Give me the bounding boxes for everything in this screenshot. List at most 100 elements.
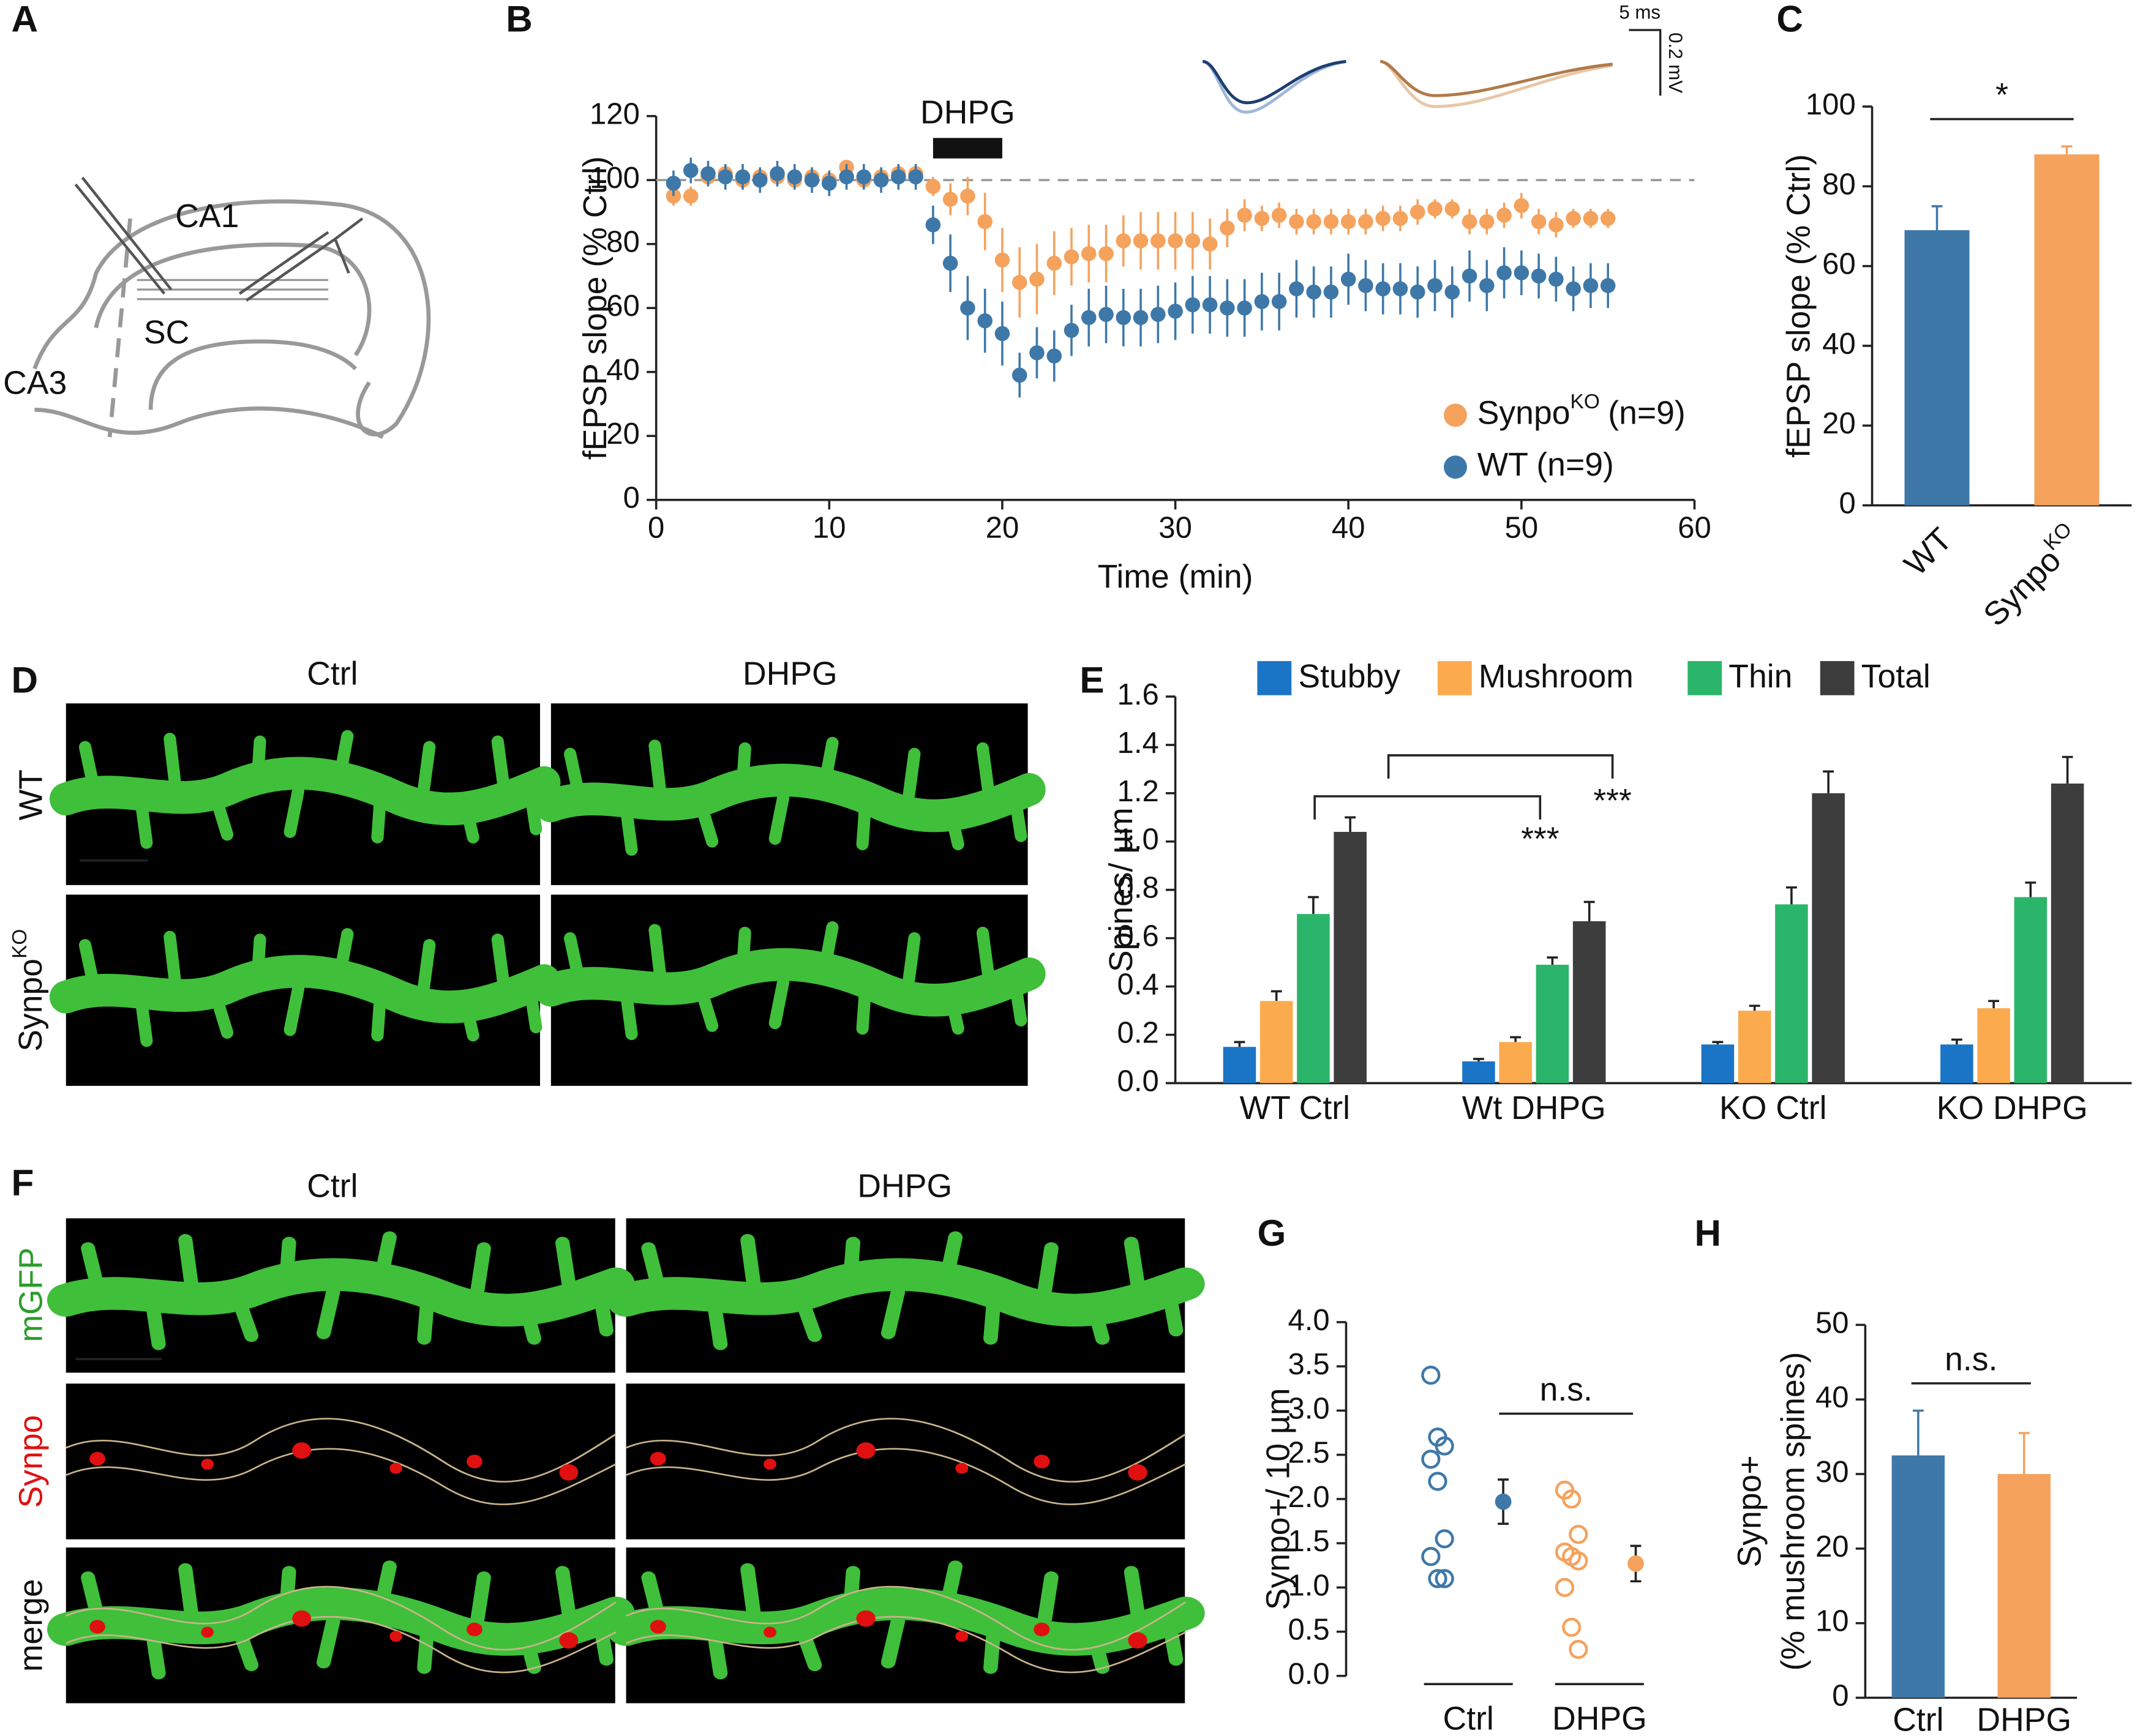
y-tick-label: 80 [606, 226, 640, 259]
data-point [925, 217, 941, 233]
comparison-bracket [1387, 754, 1614, 779]
treatment-label: DHPG [920, 95, 1015, 131]
x-tick-label: KO Ctrl [1719, 1090, 1827, 1126]
row-label: Synpo [13, 1415, 49, 1508]
data-point [1435, 1436, 1454, 1456]
legend-label: Thin [1728, 659, 1792, 695]
data-point [1116, 233, 1132, 249]
image [66, 1383, 615, 1540]
data-point [1566, 281, 1581, 297]
data-point [1531, 268, 1547, 284]
bar [2051, 784, 2084, 1083]
legend-label-part: (n=9) [1608, 395, 1686, 431]
panel-d-images [66, 703, 1029, 1086]
data-point [1569, 1639, 1588, 1659]
data-point [1562, 1617, 1582, 1637]
data-point [683, 189, 699, 204]
data-point [1046, 255, 1062, 271]
y-tick-label: 80 [1822, 168, 1856, 201]
data-point [1435, 1529, 1454, 1549]
significance-label: * [1995, 77, 2008, 113]
legend-swatch [1437, 660, 1472, 695]
panel-labels: A B C D E F G H [12, 0, 1803, 1254]
data-point [1202, 297, 1218, 313]
data-point [994, 326, 1010, 342]
data-point [1555, 1577, 1575, 1597]
significance-label: n.s. [1540, 1372, 1593, 1408]
x-tick-label: DHPG [1976, 1702, 2071, 1736]
data-point [1583, 278, 1599, 293]
data-point [1583, 211, 1599, 226]
data-point [1185, 297, 1201, 313]
data-point [908, 169, 923, 185]
bar [1997, 1474, 2051, 1698]
data-point [1323, 214, 1339, 230]
bar [1977, 1008, 2010, 1083]
bar [1738, 1011, 1771, 1083]
column-label: Ctrl [307, 1168, 358, 1204]
data-point [1427, 201, 1443, 217]
y-tick-label: 30 [1815, 1456, 1849, 1489]
data-point [787, 169, 803, 185]
bar [1499, 1042, 1532, 1083]
y-tick-label: 100 [590, 162, 640, 195]
data-point [700, 166, 716, 181]
bar [1536, 965, 1569, 1083]
y-tick-label: 2.5 [1288, 1437, 1329, 1470]
data-point [1479, 278, 1495, 293]
data-point [752, 172, 768, 188]
legend-label: Stubby [1298, 659, 1400, 695]
y-tick-label: 60 [606, 290, 640, 323]
region-label: SC [144, 315, 189, 351]
trace [1202, 59, 1346, 114]
cut-line [107, 218, 132, 438]
scale-label: 0.2 mV [1665, 32, 1686, 93]
data-point [1046, 348, 1062, 364]
data-point [1237, 300, 1252, 316]
y-tick-label: 3.5 [1288, 1348, 1329, 1381]
x-tick-label: 10 [813, 512, 846, 545]
y-tick-label: 1.6 [1117, 678, 1159, 711]
x-tick-label: KO DHPG [1937, 1090, 2088, 1126]
data-point [1340, 214, 1356, 230]
data-point [1289, 214, 1304, 230]
x-tick-label: WT Ctrl [1240, 1090, 1350, 1126]
data-point [1421, 1450, 1441, 1469]
mean-point [1495, 1493, 1512, 1510]
y-axis-label: fEPSP slope (% Ctrl) [577, 156, 614, 460]
y-axis-label: Synpo+ [1732, 1455, 1768, 1567]
y-tick-label: 10 [1815, 1605, 1849, 1638]
data-point [1358, 214, 1373, 230]
y-tick-label: 1.0 [1117, 823, 1159, 856]
data-point [1254, 211, 1270, 226]
data-point [1531, 214, 1547, 230]
legend-swatch [1687, 660, 1722, 695]
data-point [891, 169, 906, 185]
electrode [74, 176, 173, 295]
data-point [1289, 281, 1304, 297]
data-point [1150, 233, 1166, 249]
x-tick-label: SynpoKO [1973, 518, 2089, 633]
data-point [960, 300, 975, 316]
bar [1462, 1061, 1495, 1083]
panel-label: C [1776, 0, 1803, 40]
data-point [1462, 214, 1477, 230]
data-point [856, 169, 872, 185]
data-point [994, 252, 1010, 268]
data-point [1562, 1489, 1582, 1509]
panel-f-images [66, 1218, 1186, 1704]
y-axis-label: (% mushroom spines) [1776, 1352, 1812, 1671]
panel-label: B [506, 0, 533, 40]
data-point [1496, 265, 1512, 280]
bar [1891, 1455, 1945, 1698]
y-axis-label: Spines/ µm [1103, 807, 1139, 972]
data-point [822, 176, 837, 191]
panel-label: E [1079, 659, 1104, 701]
y-tick-label: 40 [1822, 327, 1856, 361]
data-point [1323, 284, 1339, 300]
bar [2034, 154, 2100, 506]
data-point [1011, 275, 1027, 290]
data-point [960, 189, 975, 204]
legend-swatch [1820, 660, 1855, 695]
data-point [1237, 208, 1252, 223]
